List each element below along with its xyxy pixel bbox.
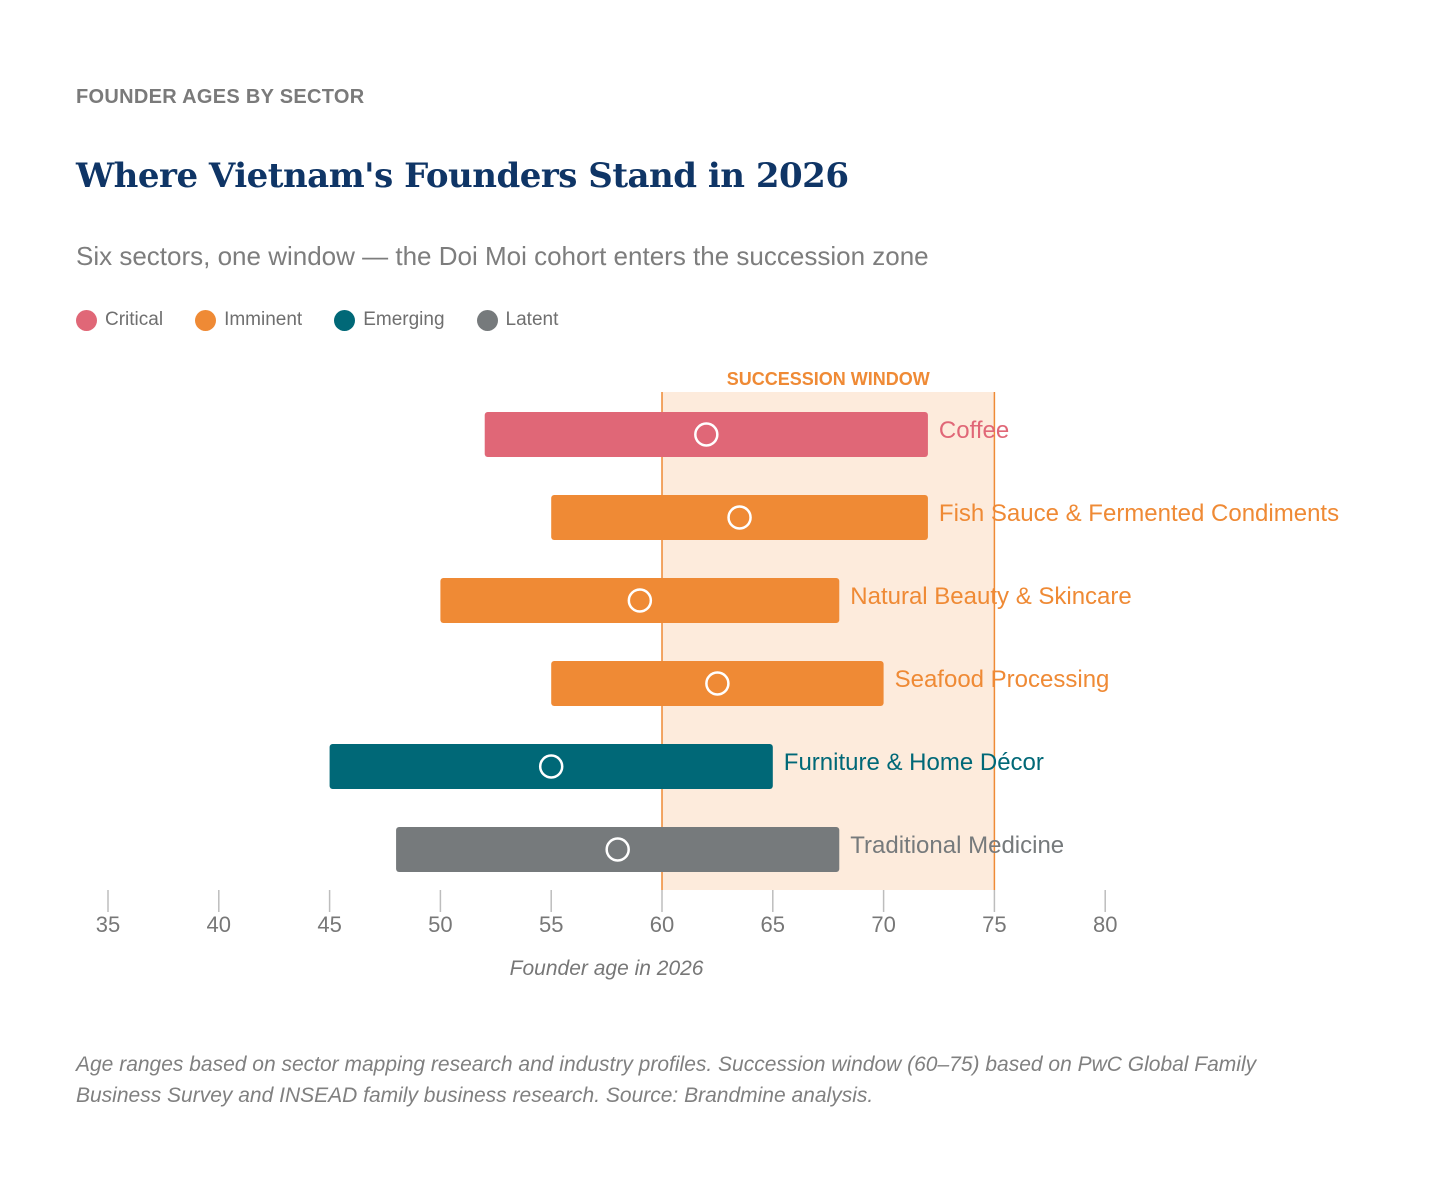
bar-label: Fish Sauce & Fermented Condiments	[939, 500, 1339, 527]
bar-label: Furniture & Home Décor	[784, 749, 1044, 776]
legend-swatch-latent	[476, 309, 498, 331]
chart-subtitle: Six sectors, one window — the Doi Moi co…	[76, 241, 929, 271]
median-marker	[605, 837, 630, 862]
legend-label-imminent: Imminent	[224, 309, 303, 330]
median-marker	[705, 671, 730, 696]
range-bar	[551, 661, 884, 706]
x-tick-label: 75	[982, 912, 1006, 937]
legend-item-critical: Critical	[76, 309, 163, 331]
legend-swatch-imminent	[195, 309, 217, 331]
legend-swatch-critical	[76, 309, 97, 331]
legend-item-latent: Latent	[476, 309, 559, 331]
legend-label-critical: Critical	[105, 309, 164, 330]
legend-swatch-emerging	[334, 309, 356, 331]
range-bar-chart: SUCCESSION WINDOW Coffee Fish Sauce & Ferm…	[96, 369, 1339, 980]
legend: Critical Imminent Emerging Latent	[76, 309, 590, 331]
bar-label: Traditional Medicine	[850, 832, 1064, 859]
x-tick-label: 65	[761, 912, 785, 937]
median-marker	[694, 422, 719, 447]
x-axis-label: Founder age in 2026	[510, 957, 704, 980]
bar-label: Natural Beauty & Skincare	[850, 583, 1131, 610]
chart-kicker: FOUNDER AGES BY SECTOR	[76, 86, 365, 108]
x-tick-label: 80	[1093, 912, 1117, 937]
x-tick-label: 70	[871, 912, 895, 937]
x-tick-label: 60	[650, 912, 674, 937]
chart-title: Where Vietnam's Founders Stand in 2026	[76, 156, 849, 196]
legend-item-imminent: Imminent	[195, 309, 302, 331]
x-tick-label: 50	[428, 912, 452, 937]
range-bar	[396, 827, 840, 872]
legend-item-emerging: Emerging	[334, 309, 445, 331]
succession-window-band	[662, 392, 995, 890]
range-bar	[329, 744, 773, 789]
median-marker	[727, 505, 752, 530]
bar-label: Seafood Processing	[895, 666, 1110, 693]
range-bar	[551, 495, 928, 540]
x-tick-label: 35	[96, 912, 120, 937]
median-marker	[538, 754, 564, 779]
median-marker	[627, 588, 653, 613]
x-tick-label: 55	[539, 912, 563, 937]
succession-window-label: SUCCESSION WINDOW	[727, 369, 930, 389]
x-tick-label: 45	[317, 912, 341, 937]
x-tick-label: 40	[207, 912, 231, 937]
footnote: Age ranges based on sector mapping resea…	[76, 1053, 1257, 1107]
legend-label-latent: Latent	[505, 309, 559, 330]
range-bar	[440, 578, 840, 623]
bar-label: Coffee	[939, 417, 1009, 444]
range-bar	[484, 412, 928, 457]
legend-label-emerging: Emerging	[363, 309, 445, 330]
